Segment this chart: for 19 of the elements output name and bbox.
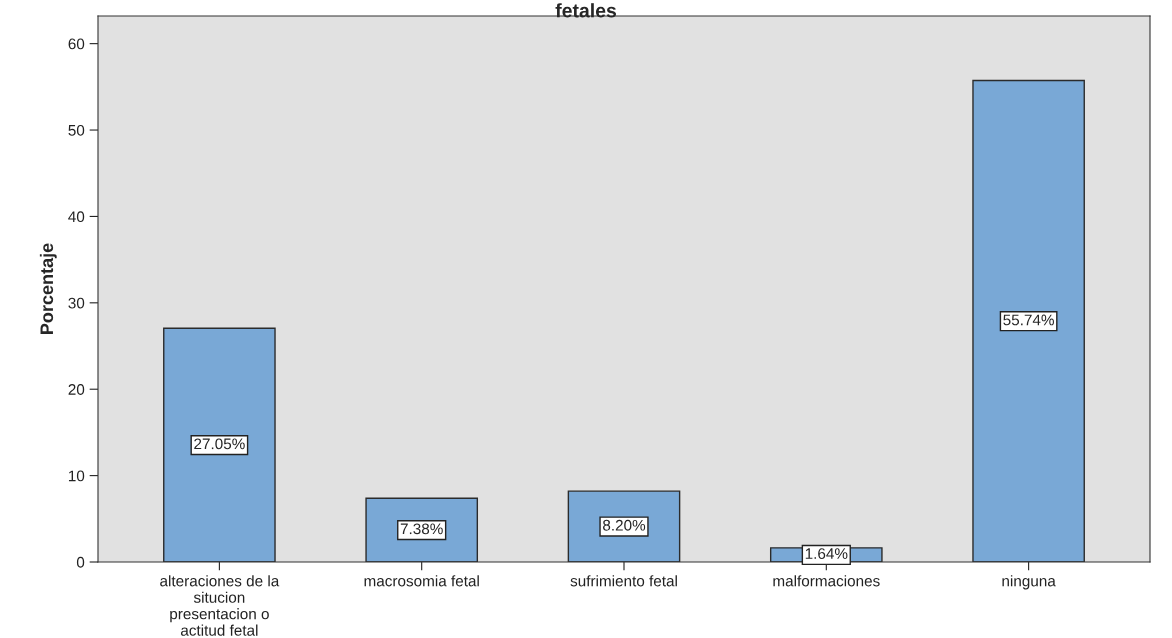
y-tick-label: 20 (68, 384, 85, 395)
data-label: 27.05% (194, 438, 245, 450)
data-label: 1.64% (805, 548, 848, 560)
data-label: 7.38% (400, 523, 443, 535)
y-tick-label: 0 (76, 556, 85, 568)
x-tick-label: sufrimiento fetal (570, 575, 677, 587)
chart-title: fetales (555, 3, 617, 18)
y-tick-label: 30 (68, 297, 85, 309)
data-label: 55.74% (1003, 314, 1054, 326)
y-axis-title: Porcentaje (39, 243, 57, 334)
data-label: 8.20% (603, 519, 646, 531)
x-tick-label: ninguna (1002, 575, 1056, 590)
x-tick-label: macrosomia fetal (364, 575, 479, 587)
y-tick-label: 40 (68, 211, 85, 223)
x-tick-label: malformaciones (773, 575, 880, 587)
y-tick-label: 10 (68, 470, 85, 482)
y-tick-label: 50 (68, 124, 85, 136)
x-tick-label: alteraciones de la situcion presentacion o actitud fetal (160, 575, 280, 636)
y-tick-label: 60 (68, 38, 85, 50)
